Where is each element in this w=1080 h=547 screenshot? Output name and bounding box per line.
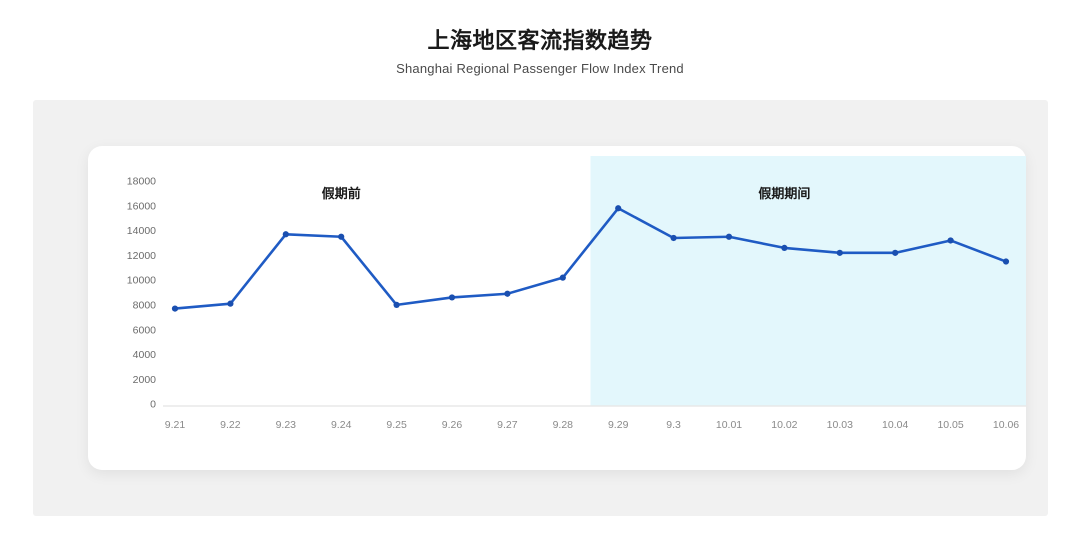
y-tick-label: 2000 <box>133 374 157 386</box>
data-point-marker[interactable] <box>448 294 456 301</box>
y-tick-label: 18000 <box>127 176 156 188</box>
y-axis-ticks: 18000 16000 14000 12000 10000 8000 6000 4000 200… <box>127 176 156 411</box>
x-tick-label: 9.25 <box>386 419 407 431</box>
y-tick-label: 16000 <box>127 200 156 212</box>
x-tick-label: 10.05 <box>937 419 963 431</box>
chart-panel: 18000 16000 14000 12000 10000 8000 6000 4000 200… <box>33 100 1048 516</box>
data-point-marker[interactable] <box>227 300 234 307</box>
x-tick-label: 10.03 <box>827 419 853 431</box>
line-chart[interactable]: 18000 16000 14000 12000 10000 8000 6000 4000 200… <box>88 146 1026 470</box>
data-point-marker[interactable] <box>559 274 566 281</box>
x-tick-label: 10.04 <box>882 419 908 431</box>
x-tick-label: 10.02 <box>771 419 797 431</box>
x-tick-label: 9.27 <box>497 419 518 431</box>
data-point-marker[interactable] <box>836 249 843 256</box>
chart-heading: 上海地区客流指数趋势 Shanghai Regional Passenger F… <box>0 26 1080 79</box>
data-point-marker[interactable] <box>282 231 289 238</box>
shaded-region-holiday-band <box>590 156 1026 406</box>
annotation-pre-holiday: 假期前 <box>322 186 361 201</box>
x-tick-label: 9.29 <box>608 419 629 431</box>
y-tick-label: 12000 <box>127 250 156 262</box>
y-tick-label: 10000 <box>127 275 156 287</box>
chart-svg: 18000 16000 14000 12000 10000 8000 6000 4000 200… <box>127 156 1026 431</box>
series-line <box>173 206 1008 310</box>
shaded-region-layer <box>590 156 1026 406</box>
x-axis-ticks: 9.21 9.22 9.23 9.24 9.25 9.26 9.27 9.28 9.29 9.3 1… <box>165 419 1020 431</box>
data-point-marker[interactable] <box>504 290 511 297</box>
x-tick-label: 9.3 <box>666 419 681 431</box>
data-point-marker[interactable] <box>725 233 733 240</box>
data-point-marker[interactable] <box>947 237 954 244</box>
data-point-marker[interactable] <box>892 249 899 256</box>
y-tick-label: 0 <box>150 399 156 411</box>
series-marker-layer <box>171 205 1010 312</box>
x-tick-label: 9.24 <box>331 419 352 431</box>
x-tick-label: 10.01 <box>716 419 742 431</box>
data-point-marker[interactable] <box>615 205 622 212</box>
y-tick-label: 6000 <box>133 324 157 336</box>
y-tick-label: 14000 <box>127 225 156 237</box>
x-tick-label: 9.21 <box>165 419 186 431</box>
page-title: 上海地区客流指数趋势 <box>427 28 653 53</box>
data-point-marker[interactable] <box>338 233 345 240</box>
data-point-marker[interactable] <box>670 234 677 242</box>
page-subtitle: Shanghai Regional Passenger Flow Index T… <box>396 61 684 76</box>
x-tick-label: 9.26 <box>442 419 463 431</box>
x-tick-label: 9.22 <box>220 419 241 431</box>
y-tick-label: 4000 <box>133 349 157 361</box>
series-line-layer <box>173 206 1008 310</box>
data-point-marker[interactable] <box>171 305 179 312</box>
data-point-marker[interactable] <box>781 244 788 251</box>
data-point-marker[interactable] <box>1002 258 1010 265</box>
y-tick-label: 8000 <box>133 299 157 311</box>
annotation-holiday-period: 假期期间 <box>758 186 810 201</box>
x-tick-label: 9.23 <box>276 419 297 431</box>
data-point-marker[interactable] <box>393 301 400 308</box>
annotation-layer: 假期前 假期期间 <box>322 186 811 201</box>
x-tick-label: 9.28 <box>553 419 574 431</box>
x-tick-label: 10.06 <box>993 419 1019 431</box>
chart-card: 18000 16000 14000 12000 10000 8000 6000 4000 200… <box>88 146 1026 470</box>
